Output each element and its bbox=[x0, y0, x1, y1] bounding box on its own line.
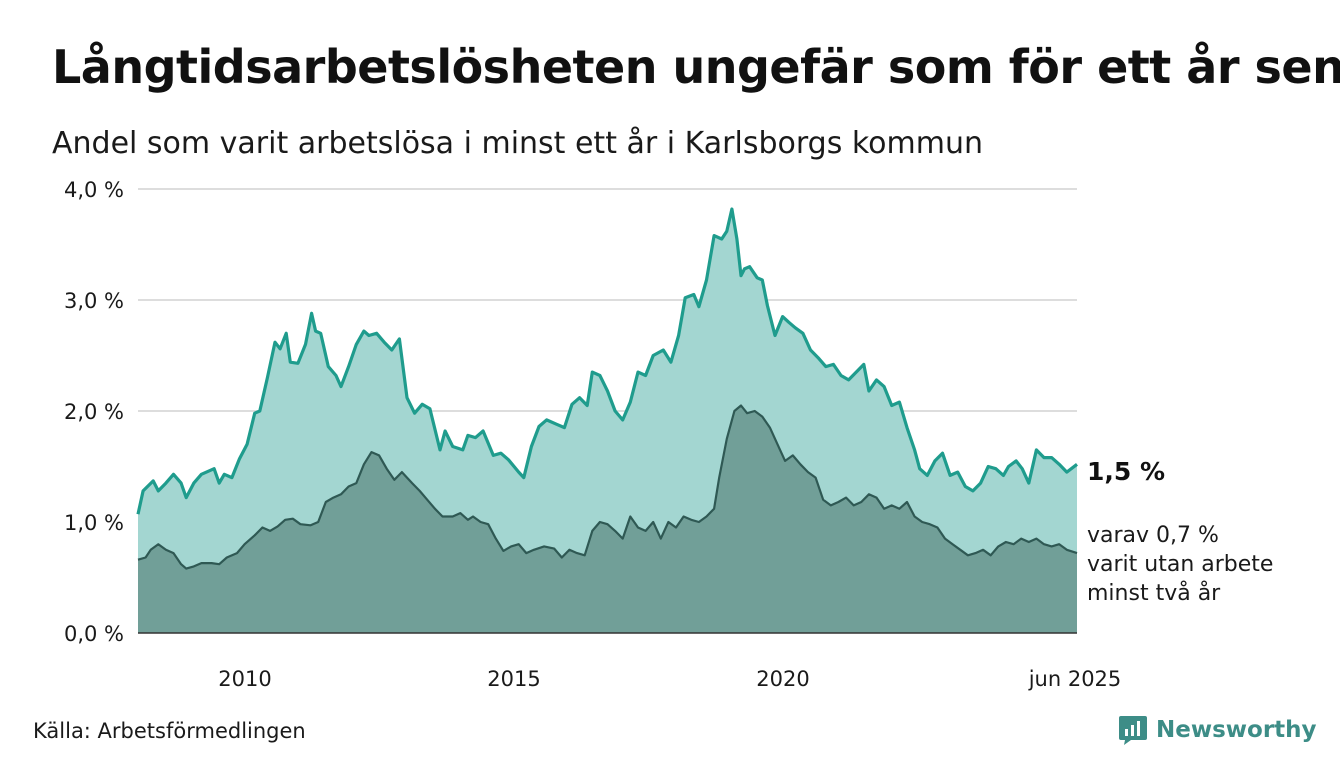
y-tick-label-1: 1,0 % bbox=[64, 511, 124, 535]
y-tick-label-2: 2,0 % bbox=[64, 400, 124, 424]
x-tick-label-3: jun 2025 bbox=[1028, 667, 1122, 691]
chart-subtitle: Andel som varit arbetslösa i minst ett å… bbox=[52, 126, 983, 161]
newsworthy-logo-icon bbox=[1119, 716, 1147, 745]
y-tick-label-4: 4,0 % bbox=[64, 178, 124, 202]
end-label-sub-2: minst två år bbox=[1087, 580, 1221, 606]
chart-title: Långtidsarbetslösheten ungefär som för e… bbox=[52, 40, 1340, 94]
axes: 0,0 % 1,0 % 2,0 % 3,0 % 4,0 % 2010 2015 2020 jun… bbox=[64, 178, 1121, 691]
two-year-unemployment-line bbox=[137, 404, 1078, 570]
y-tick-label-0: 0,0 % bbox=[64, 622, 124, 646]
x-tick-label-0: 2010 bbox=[218, 667, 271, 691]
brand-logo: Newsworthy bbox=[1118, 713, 1317, 747]
two-year-unemployment-area bbox=[138, 405, 1077, 633]
x-tick-label-1: 2015 bbox=[487, 667, 540, 691]
end-labels: 1,5 % varav 0,7 % varit utan arbete minst t… bbox=[1087, 457, 1273, 606]
end-label-sub-0: varav 0,7 % bbox=[1087, 523, 1219, 548]
end-label-main: 1,5 % bbox=[1087, 457, 1165, 486]
long-term-unemployment-line bbox=[136, 207, 1078, 515]
x-tick-label-2: 2020 bbox=[756, 667, 809, 691]
plot-area bbox=[136, 207, 1078, 633]
brand-name: Newsworthy bbox=[1156, 717, 1317, 743]
end-label-sub-1: varit utan arbete bbox=[1087, 552, 1273, 577]
source-note: Källa: Arbetsförmedlingen bbox=[33, 719, 306, 743]
y-tick-label-3: 3,0 % bbox=[64, 289, 124, 313]
